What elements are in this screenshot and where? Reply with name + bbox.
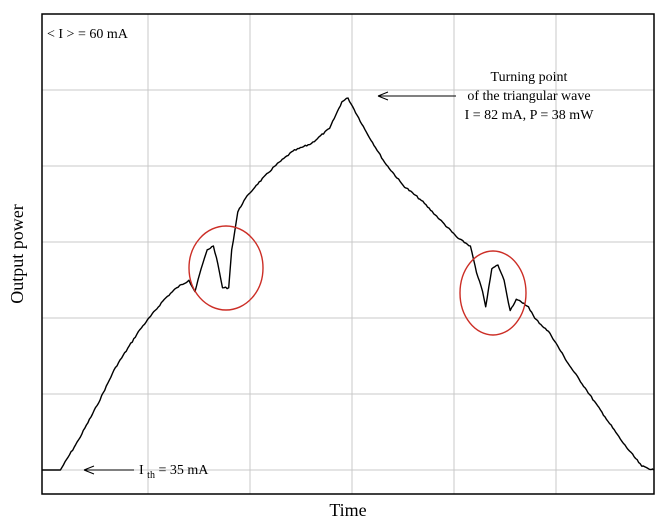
instability-circle-left <box>188 225 264 311</box>
threshold-subscript: th <box>147 470 155 481</box>
y-axis-label: Output power <box>7 204 27 303</box>
turning-point-line-1: Turning point <box>491 70 568 85</box>
mean-current-label: < I > = 60 mA <box>47 27 129 42</box>
threshold-label: I th = 35 mA <box>139 463 209 482</box>
grid <box>42 14 654 494</box>
turning-point-arrow-head <box>377 91 389 101</box>
x-axis-label: Time <box>329 500 366 520</box>
turning-point-line-3: I = 82 mA, P = 38 mW <box>465 108 595 123</box>
turning-point-line-2: of the triangular wave <box>467 89 590 104</box>
turning-point-annotation: Turning point of the triangular wave I =… <box>377 70 595 123</box>
series-line <box>42 97 655 471</box>
instability-circle-right <box>459 250 527 336</box>
threshold-symbol: I <box>139 463 144 478</box>
plot-frame <box>41 13 655 495</box>
threshold-arrow-head <box>83 465 95 475</box>
threshold-value: = 35 mA <box>158 463 209 478</box>
threshold-annotation: I th = 35 mA <box>83 463 209 482</box>
